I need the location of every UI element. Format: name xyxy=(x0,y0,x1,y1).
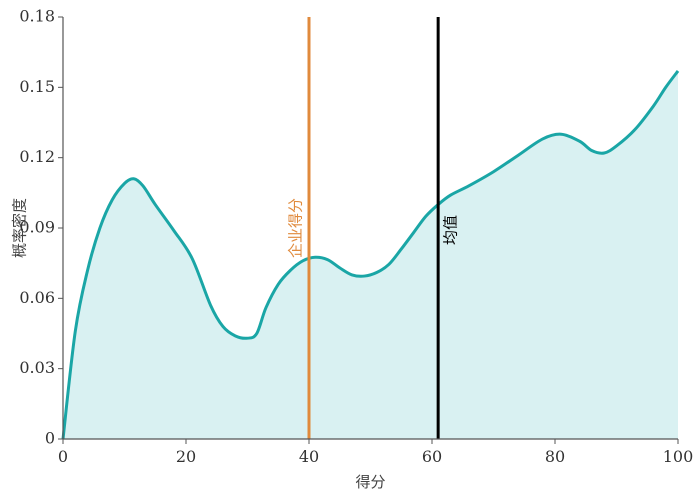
x-tick-label: 80 xyxy=(545,447,565,466)
y-tick-label: 0.12 xyxy=(19,147,55,166)
y-tick-label: 0.03 xyxy=(19,358,55,377)
x-tick-label: 40 xyxy=(299,447,319,466)
density-area-fill xyxy=(63,70,678,440)
x-axis-title: 得分 xyxy=(355,473,385,491)
y-tick-label: 0 xyxy=(45,429,55,448)
x-tick-label: 0 xyxy=(58,447,68,466)
x-tick-label: 20 xyxy=(176,447,196,466)
vline-label-1: 均值 xyxy=(442,215,460,245)
y-tick-label: 0.09 xyxy=(19,218,55,237)
y-axis-ticks: 0 0.03 0.06 0.09 0.12 0.15 0.18 xyxy=(19,7,63,448)
x-tick-label: 60 xyxy=(422,447,442,466)
y-tick-label: 0.15 xyxy=(19,77,55,96)
x-axis-ticks: 0 20 40 60 80 100 xyxy=(58,439,693,466)
vline-label-0: 企业得分 xyxy=(287,198,305,258)
y-axis-title: 概率密度 xyxy=(11,198,29,258)
density-curve-line xyxy=(61,70,680,440)
y-tick-label: 0.06 xyxy=(19,288,55,307)
y-tick-label: 0.18 xyxy=(19,7,55,26)
x-tick-label: 100 xyxy=(663,447,694,466)
